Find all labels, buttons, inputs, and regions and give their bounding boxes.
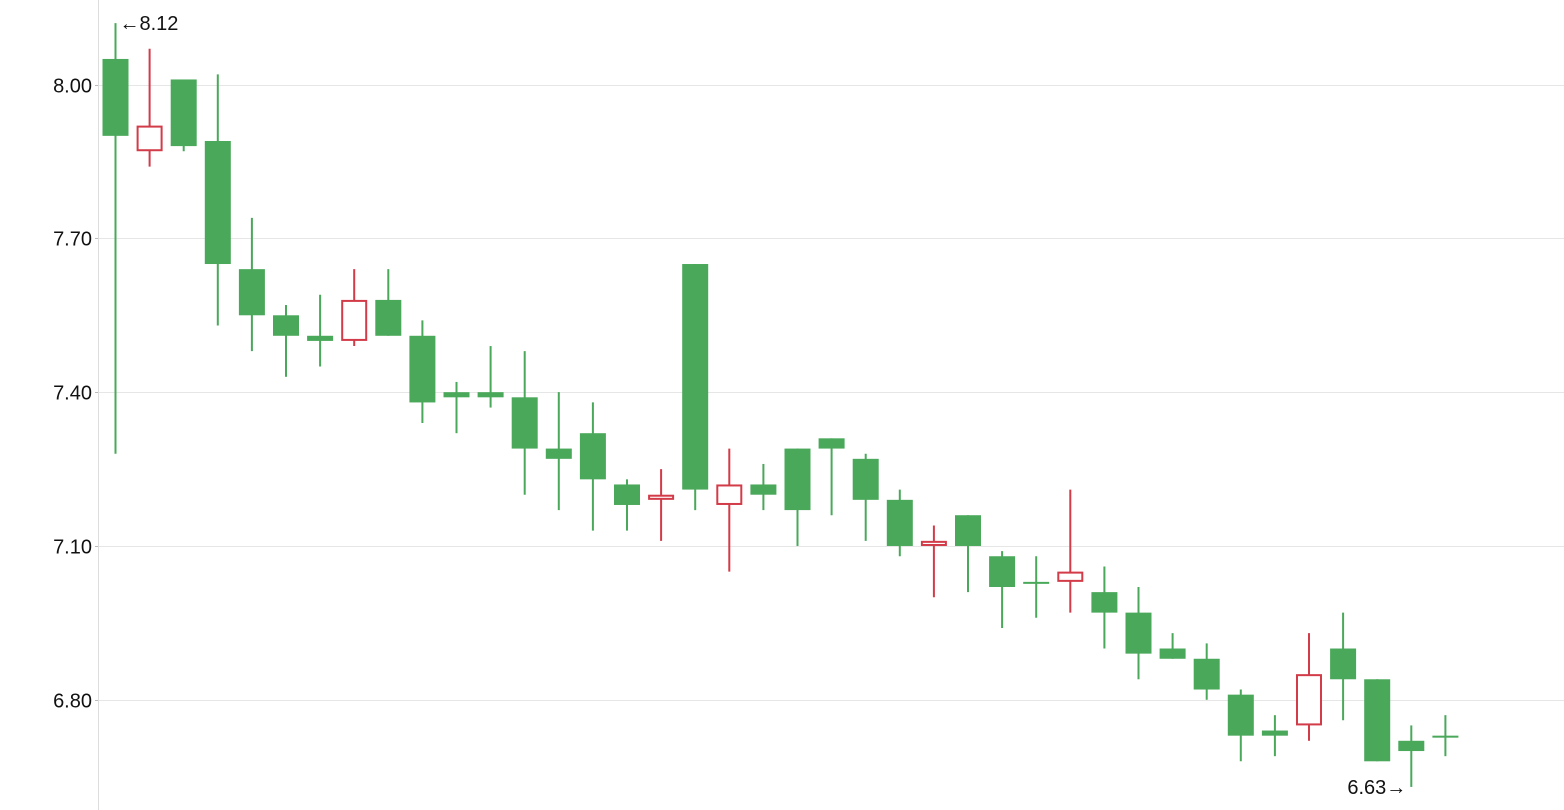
candle-body-13 xyxy=(545,448,572,459)
candle-body-22 xyxy=(852,458,879,500)
candle-8 xyxy=(375,269,402,336)
candle-37 xyxy=(1364,679,1391,762)
candle-body-25 xyxy=(955,515,981,546)
candle-2 xyxy=(170,79,197,152)
ytick-label-0: 8.00 xyxy=(53,76,92,98)
candle-body-17 xyxy=(682,264,709,490)
candle-9 xyxy=(409,320,436,423)
candle-body-32 xyxy=(1193,658,1220,690)
candle-39 xyxy=(1432,715,1459,757)
candle-body-36 xyxy=(1330,648,1357,680)
candle-body-24 xyxy=(920,540,947,546)
candle-body-18 xyxy=(716,484,743,505)
candle-10 xyxy=(443,381,470,434)
candle-17 xyxy=(682,264,709,511)
candle-33 xyxy=(1227,689,1254,762)
candle-body-15 xyxy=(614,484,640,505)
candle-15 xyxy=(614,479,640,531)
candle-body-11 xyxy=(477,392,504,398)
candle-1 xyxy=(136,48,163,167)
candle-29 xyxy=(1091,566,1118,649)
candle-body-38 xyxy=(1398,740,1425,752)
candle-body-5 xyxy=(273,315,299,336)
candle-20 xyxy=(784,448,811,546)
candle-body-37 xyxy=(1364,679,1391,762)
candle-body-30 xyxy=(1125,612,1152,654)
candle-23 xyxy=(886,489,913,557)
candle-body-34 xyxy=(1261,730,1288,736)
candle-14 xyxy=(579,402,606,531)
candle-35 xyxy=(1296,633,1322,741)
candle-body-9 xyxy=(409,335,436,403)
candle-body-7 xyxy=(341,299,368,341)
candle-body-39 xyxy=(1432,735,1459,738)
candle-body-16 xyxy=(648,494,675,500)
ytick-label-1: 7.70 xyxy=(53,229,92,251)
grid-layer xyxy=(99,85,1564,701)
ytick-label-3: 7.10 xyxy=(53,537,92,559)
candle-body-35 xyxy=(1296,674,1322,726)
candle-28 xyxy=(1057,489,1084,613)
candle-body-33 xyxy=(1227,694,1254,736)
y-axis-ticks: 8.00 7.70 7.40 7.10 6.80 xyxy=(53,76,98,713)
candle-7 xyxy=(341,269,368,347)
candle-body-3 xyxy=(204,140,231,265)
candle-38 xyxy=(1398,725,1425,787)
candle-5 xyxy=(273,305,299,377)
candle-layer xyxy=(102,23,1459,787)
candle-body-31 xyxy=(1159,648,1186,659)
candle-11 xyxy=(477,346,504,408)
candle-body-0 xyxy=(102,58,129,136)
candle-body-21 xyxy=(818,438,845,449)
candle-26 xyxy=(989,551,1016,629)
candle-body-14 xyxy=(579,433,606,480)
candle-body-6 xyxy=(307,335,334,341)
candle-body-20 xyxy=(784,448,811,511)
candle-body-27 xyxy=(1023,581,1050,584)
candle-body-12 xyxy=(511,397,538,449)
candle-body-28 xyxy=(1057,571,1084,582)
candle-body-10 xyxy=(443,392,470,398)
candle-31 xyxy=(1159,633,1186,659)
candle-36 xyxy=(1330,612,1357,721)
candle-body-26 xyxy=(989,556,1016,587)
candle-body-2 xyxy=(170,79,197,147)
candle-body-23 xyxy=(886,499,913,546)
candle-22 xyxy=(852,453,879,541)
candle-0 xyxy=(102,23,129,454)
candle-body-8 xyxy=(375,299,402,336)
ytick-label-2: 7.40 xyxy=(53,383,92,405)
candle-4 xyxy=(238,217,265,352)
extreme-label-0: ←8.12 xyxy=(120,13,179,35)
candle-19 xyxy=(750,463,777,511)
candle-12 xyxy=(511,351,538,495)
candle-body-19 xyxy=(750,484,777,495)
candle-34 xyxy=(1261,715,1288,757)
candle-3 xyxy=(204,74,231,326)
extreme-label-1: 6.63→ xyxy=(1347,777,1406,799)
candle-21 xyxy=(818,438,845,516)
ytick-label-4: 6.80 xyxy=(53,691,92,713)
candle-6 xyxy=(307,294,334,367)
candle-24 xyxy=(920,525,947,598)
candle-27 xyxy=(1023,556,1050,618)
candle-body-29 xyxy=(1091,592,1118,613)
candle-16 xyxy=(648,469,675,541)
candle-25 xyxy=(955,515,981,593)
candle-18 xyxy=(716,448,743,572)
annotation-layer: ←8.12 6.63→ xyxy=(120,13,1407,799)
candle-30 xyxy=(1125,586,1152,680)
candle-body-1 xyxy=(136,125,163,152)
candle-13 xyxy=(545,392,572,511)
candle-body-4 xyxy=(238,269,265,316)
candle-32 xyxy=(1193,643,1220,700)
